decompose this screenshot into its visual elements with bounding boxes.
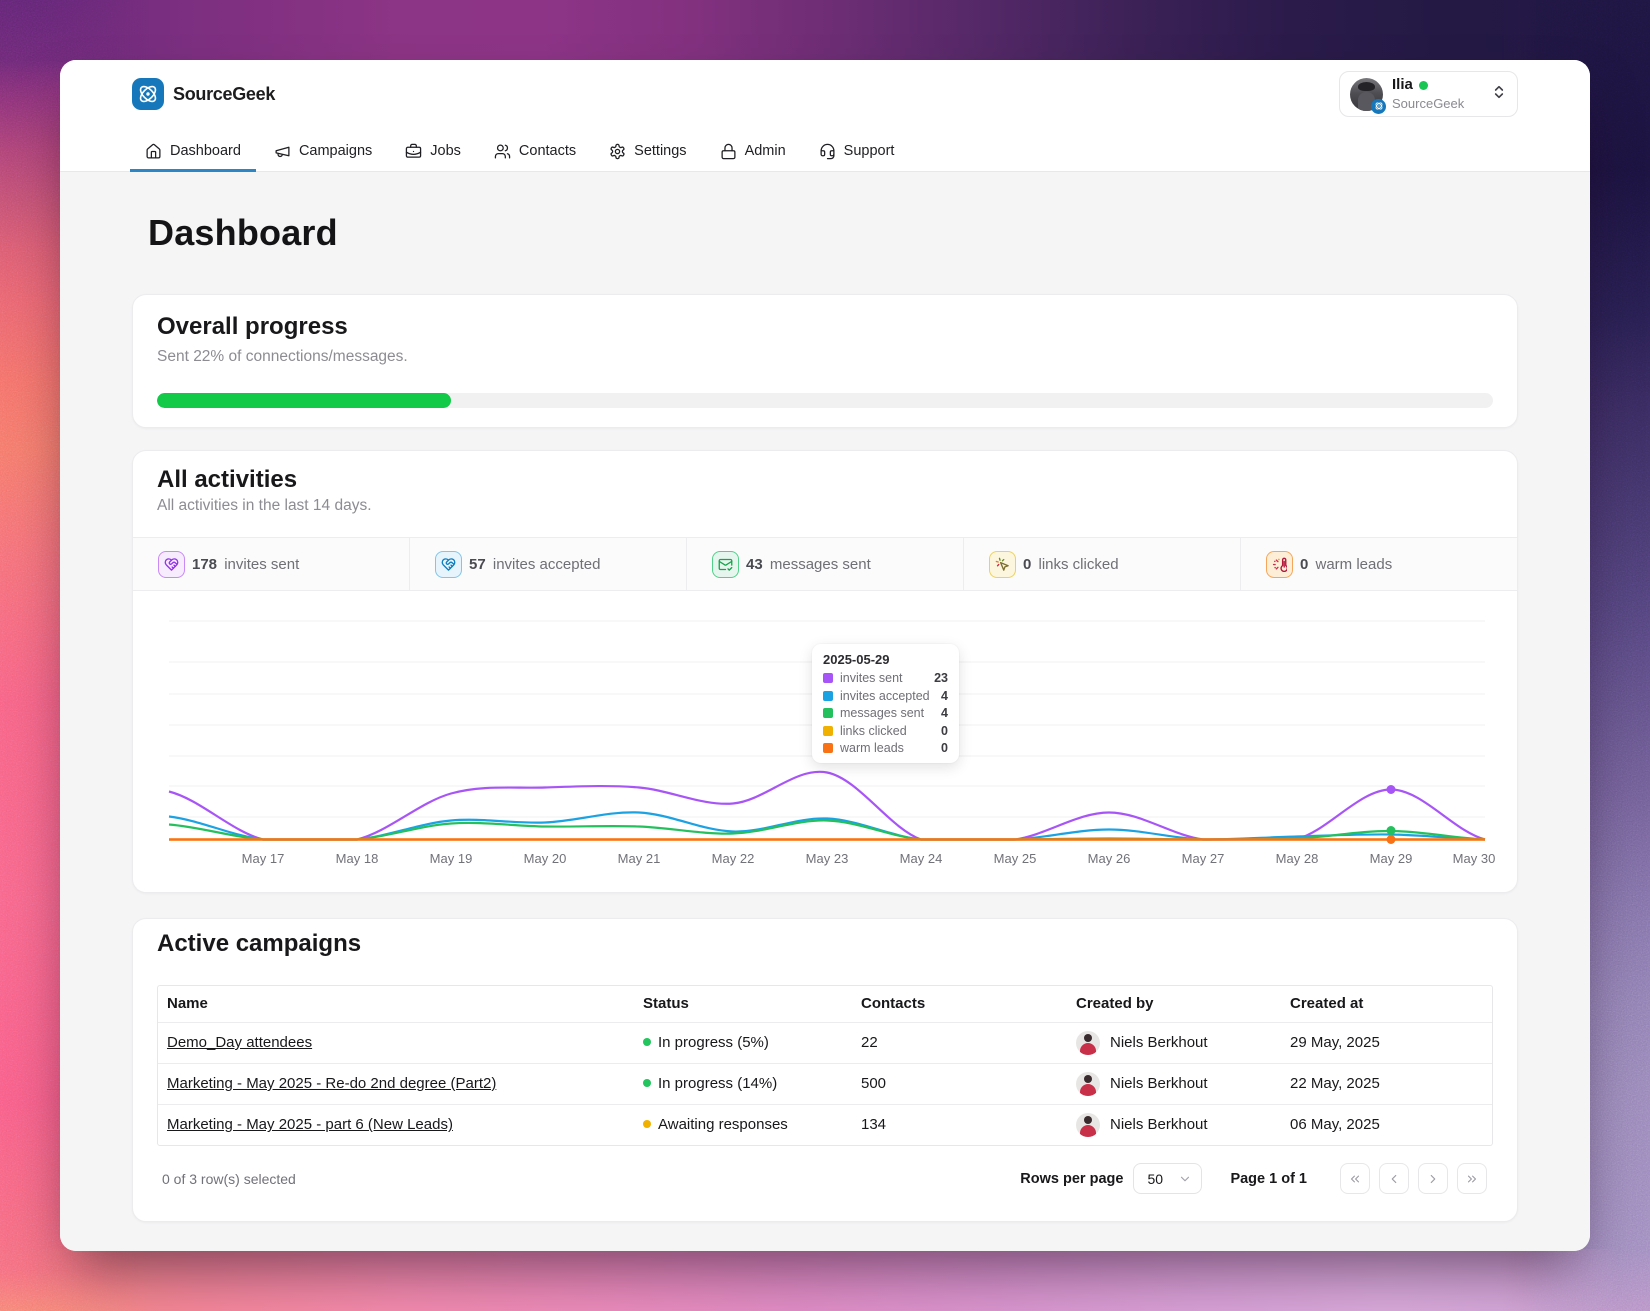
- svg-text:May 24: May 24: [900, 851, 943, 866]
- svg-text:May 28: May 28: [1276, 851, 1319, 866]
- svg-text:May 29: May 29: [1370, 851, 1413, 866]
- svg-text:May 18: May 18: [336, 851, 379, 866]
- svg-text:May 22: May 22: [712, 851, 755, 866]
- svg-text:May 19: May 19: [430, 851, 473, 866]
- svg-text:May 25: May 25: [994, 851, 1037, 866]
- svg-text:May 26: May 26: [1088, 851, 1131, 866]
- svg-text:May 17: May 17: [242, 851, 285, 866]
- svg-text:May 23: May 23: [806, 851, 849, 866]
- svg-text:May 20: May 20: [524, 851, 567, 866]
- svg-text:May 21: May 21: [618, 851, 661, 866]
- svg-text:May 27: May 27: [1182, 851, 1225, 866]
- svg-text:May 30: May 30: [1453, 851, 1496, 866]
